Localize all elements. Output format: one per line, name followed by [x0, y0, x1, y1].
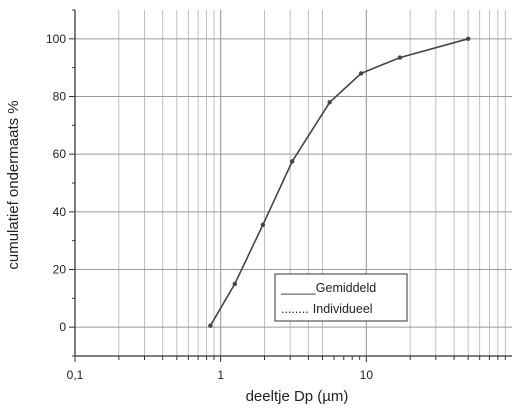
tick-labels: 0 20 40 60 80 100 0,1 1 10 — [46, 32, 373, 382]
y-tick-label: 20 — [53, 263, 67, 277]
legend-marker-solid: _____ — [280, 281, 317, 295]
legend-label-gemiddeld: Gemiddeld — [316, 281, 376, 295]
data-point — [260, 222, 266, 228]
y-axis-label: cumulatief ondermaats % — [5, 100, 22, 269]
legend: _____Gemiddeld ........ Individueel — [274, 273, 408, 322]
legend-label-individueel: Individueel — [313, 302, 373, 316]
data-point — [465, 36, 471, 42]
series-layer — [208, 36, 471, 328]
data-point — [290, 159, 295, 164]
axes — [69, 9, 512, 362]
legend-marker-dotted: ........ — [281, 302, 309, 316]
legend-item-individueel: ........ Individueel — [281, 302, 373, 316]
legend-item-gemiddeld: _____Gemiddeld — [280, 281, 376, 295]
data-point — [358, 71, 364, 76]
y-tick-label: 0 — [59, 320, 66, 334]
data-point — [208, 323, 213, 328]
y-tick-label: 60 — [53, 147, 67, 161]
y-tick-label: 100 — [46, 32, 66, 46]
y-tick-label: 80 — [53, 90, 67, 104]
x-axis-label: deeltje Dp (µm) — [246, 388, 349, 405]
data-point — [327, 100, 332, 105]
data-point — [232, 281, 237, 287]
x-tick-label: 1 — [217, 368, 224, 382]
data-point — [397, 55, 403, 60]
x-tick-label: 10 — [360, 368, 374, 382]
series-line-gemiddeld — [209, 38, 469, 327]
x-tick-label: 0,1 — [67, 368, 84, 382]
legend-box — [274, 273, 408, 322]
y-tick-label: 40 — [53, 205, 67, 219]
